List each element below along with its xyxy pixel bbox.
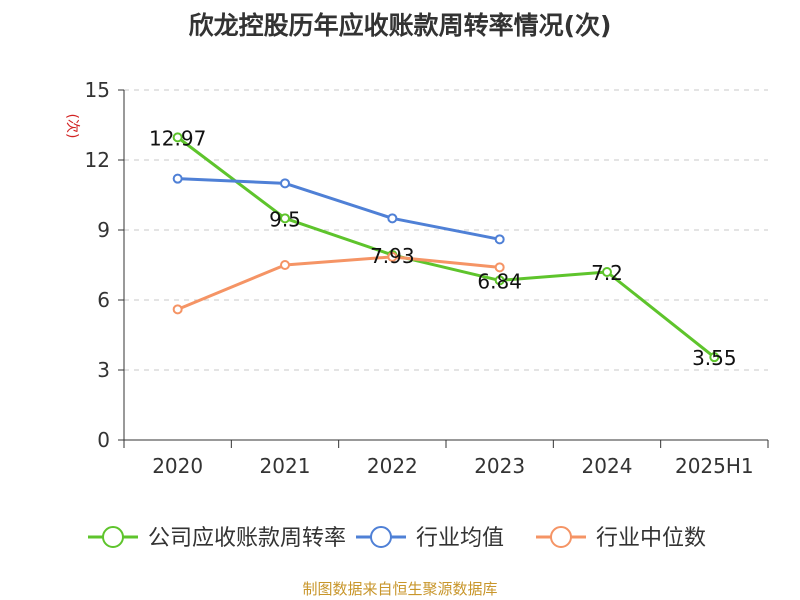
- x-tick-label: 2025H1: [675, 454, 754, 478]
- data-point: [494, 234, 505, 245]
- x-tick-label: 2021: [260, 454, 311, 478]
- y-tick-label: 12: [85, 148, 110, 172]
- legend-label: 行业中位数: [596, 526, 706, 551]
- x-tick-label: 2023: [474, 454, 525, 478]
- series-line-2: [177, 255, 500, 311]
- y-tick-label: 9: [97, 218, 110, 242]
- data-point: [280, 213, 290, 224]
- data-point: [494, 262, 505, 273]
- y-tick-label: 0: [97, 428, 110, 452]
- data-point: [387, 251, 398, 262]
- data-point: [280, 260, 290, 270]
- data-point: [280, 178, 290, 189]
- y-tick-label: 6: [97, 288, 110, 312]
- legend-label: 公司应收账款周转率: [148, 526, 346, 551]
- x-tick-label: 2020: [152, 454, 203, 478]
- data-point: [172, 304, 183, 315]
- x-tick-label: 2024: [582, 454, 633, 478]
- data-point: [172, 173, 183, 184]
- legend-marker: [370, 526, 392, 548]
- legend-marker: [102, 526, 124, 548]
- y-axis-label: (次): [64, 114, 80, 139]
- data-label: 3.55: [692, 346, 737, 370]
- data-label: 7.93: [370, 244, 415, 268]
- data-label: 9.5: [269, 207, 301, 231]
- data-point: [602, 267, 612, 277]
- legend-marker: [550, 526, 572, 548]
- y-tick-label: 3: [97, 358, 110, 382]
- x-tick-label: 2022: [367, 454, 418, 478]
- data-point: [172, 132, 183, 143]
- series-line-1: [177, 177, 500, 241]
- data-label: 7.2: [591, 261, 623, 285]
- chart-title: 欣龙控股历年应收账款周转率情况(次): [188, 11, 612, 40]
- data-label: 6.84: [477, 269, 522, 293]
- source-text: 制图数据来自恒生聚源数据库: [302, 580, 498, 598]
- data-point: [709, 352, 720, 363]
- legend-label: 行业均值: [416, 526, 504, 551]
- data-label: 12.97: [149, 126, 206, 150]
- y-tick-label: 15: [85, 78, 110, 102]
- data-point: [494, 275, 505, 286]
- series-line-0: [176, 136, 716, 359]
- data-point: [387, 213, 398, 224]
